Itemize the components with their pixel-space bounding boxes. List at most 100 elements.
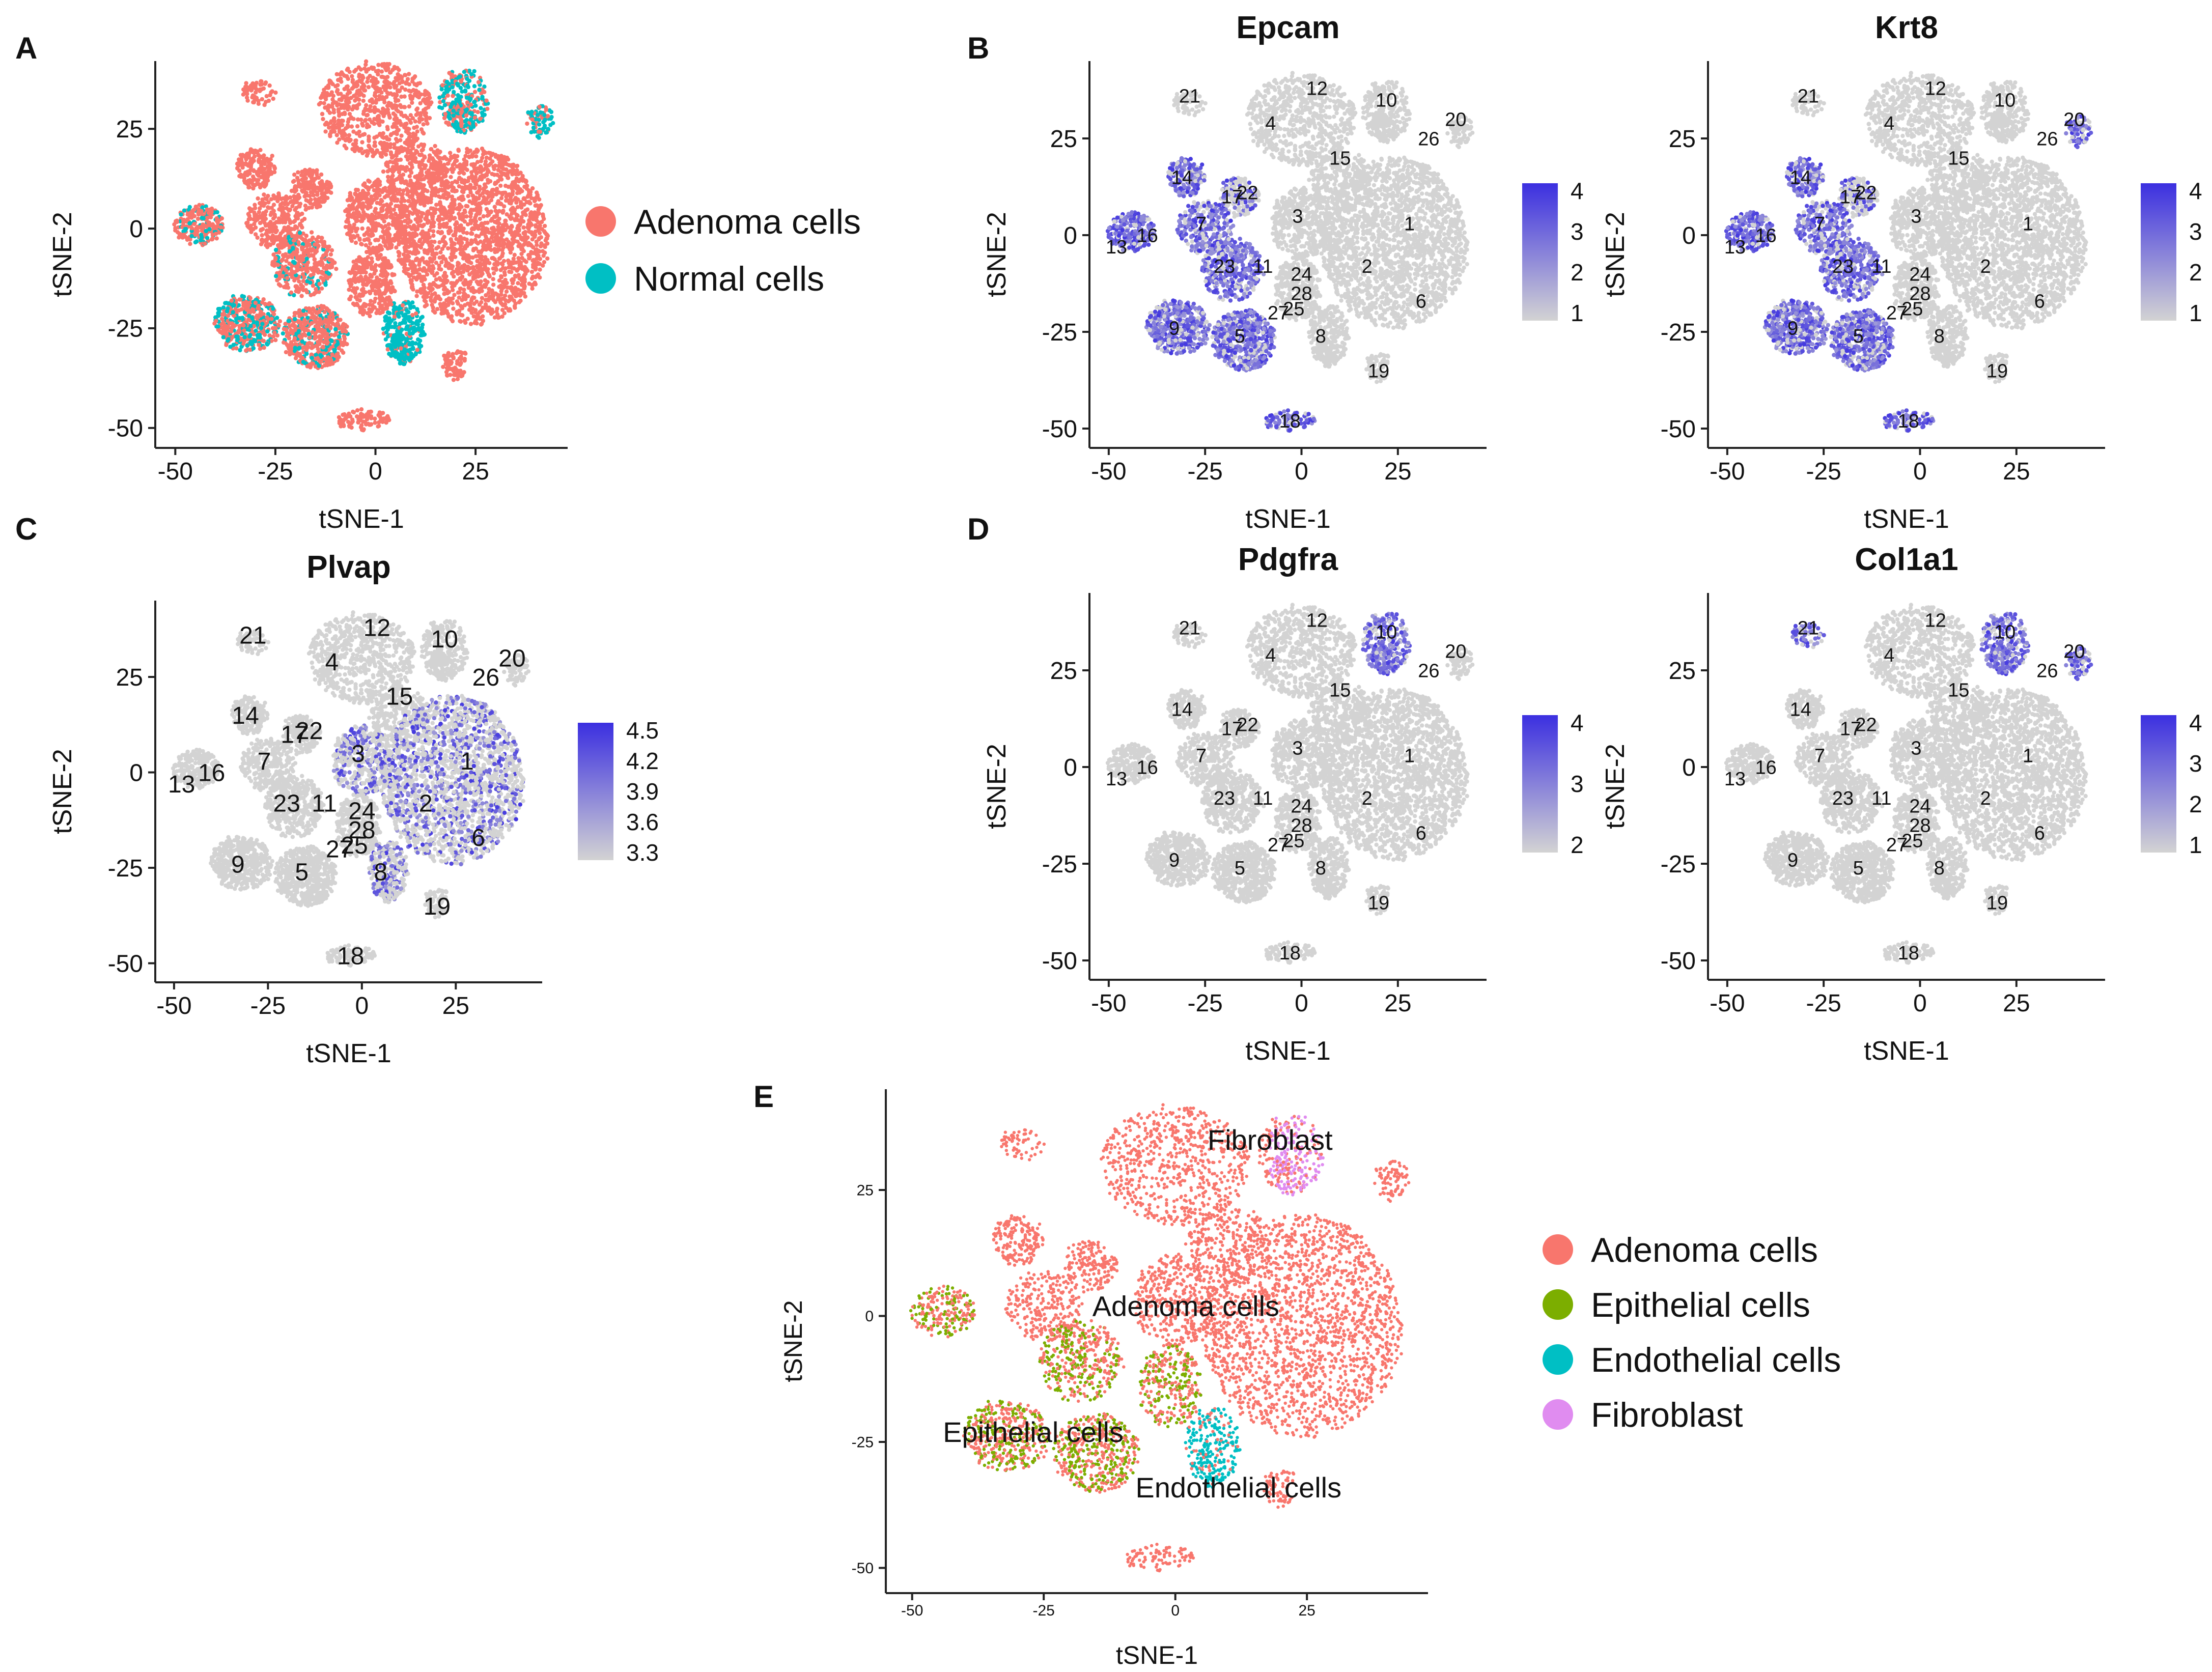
data-point bbox=[322, 88, 326, 92]
data-point bbox=[407, 131, 411, 135]
data-point bbox=[403, 73, 407, 77]
data-point bbox=[363, 118, 368, 122]
data-point bbox=[364, 103, 368, 107]
data-point bbox=[380, 120, 384, 124]
data-point bbox=[378, 141, 382, 145]
data-point bbox=[320, 112, 324, 116]
data-point bbox=[346, 107, 350, 111]
data-point bbox=[317, 102, 321, 106]
data-point bbox=[388, 86, 392, 90]
data-point bbox=[255, 81, 259, 85]
data-point bbox=[344, 99, 348, 103]
data-point bbox=[413, 82, 417, 86]
data-point bbox=[326, 105, 330, 109]
data-point bbox=[422, 122, 426, 126]
data-point bbox=[373, 105, 377, 109]
data-point bbox=[398, 81, 402, 85]
data-point bbox=[404, 122, 408, 126]
data-point bbox=[485, 107, 489, 111]
data-point bbox=[337, 114, 341, 118]
data-point bbox=[381, 84, 385, 89]
data-point bbox=[328, 80, 332, 84]
data-point bbox=[338, 98, 342, 102]
y-axis-label: tSNE-2 bbox=[48, 212, 77, 297]
data-point bbox=[255, 87, 259, 91]
data-point bbox=[273, 91, 277, 95]
data-point bbox=[406, 77, 410, 81]
data-point bbox=[373, 91, 377, 95]
data-point bbox=[350, 147, 354, 151]
data-point bbox=[332, 129, 337, 133]
data-point bbox=[332, 100, 337, 104]
data-point bbox=[380, 151, 384, 155]
data-point bbox=[350, 124, 354, 128]
data-point bbox=[393, 117, 397, 121]
data-point bbox=[352, 85, 356, 89]
data-point bbox=[391, 111, 396, 116]
data-point bbox=[363, 63, 368, 67]
data-point bbox=[367, 139, 371, 143]
data-point bbox=[422, 131, 426, 135]
data-point bbox=[473, 90, 477, 94]
data-point bbox=[328, 134, 332, 138]
panel-letter-A: A bbox=[15, 31, 37, 65]
data-point bbox=[328, 110, 332, 115]
y-tick-label: -50 bbox=[108, 415, 143, 442]
data-point bbox=[324, 97, 328, 101]
data-point bbox=[367, 67, 371, 71]
data-point bbox=[267, 99, 271, 103]
data-point bbox=[411, 88, 415, 92]
data-point bbox=[395, 93, 399, 97]
data-point bbox=[382, 135, 386, 139]
data-point bbox=[390, 93, 395, 97]
data-point bbox=[332, 110, 336, 115]
x-tick-label: 25 bbox=[462, 458, 489, 485]
data-point bbox=[351, 117, 355, 121]
data-point bbox=[395, 66, 399, 70]
data-point bbox=[353, 98, 357, 102]
data-point bbox=[422, 97, 426, 101]
data-point bbox=[407, 104, 411, 108]
data-point bbox=[402, 105, 406, 109]
data-point bbox=[341, 119, 345, 123]
data-point bbox=[410, 101, 414, 105]
data-point bbox=[355, 124, 359, 128]
data-point bbox=[389, 132, 393, 136]
data-point bbox=[387, 116, 391, 120]
data-point bbox=[413, 92, 417, 96]
data-point bbox=[385, 79, 389, 83]
data-point bbox=[381, 106, 385, 110]
data-point bbox=[374, 100, 378, 104]
data-point bbox=[419, 127, 424, 131]
data-point bbox=[375, 86, 379, 90]
data-point bbox=[363, 108, 367, 112]
data-point bbox=[251, 100, 255, 104]
data-point bbox=[373, 110, 377, 114]
data-point bbox=[373, 152, 377, 156]
data-point bbox=[343, 95, 347, 99]
data-point bbox=[373, 140, 377, 145]
data-point bbox=[376, 63, 380, 67]
data-point bbox=[338, 72, 342, 76]
data-point bbox=[355, 106, 359, 110]
data-point bbox=[413, 119, 417, 123]
data-point bbox=[327, 93, 331, 97]
data-point bbox=[361, 123, 365, 127]
data-point bbox=[414, 107, 418, 111]
data-point bbox=[399, 112, 403, 117]
data-point bbox=[389, 104, 393, 108]
data-point bbox=[269, 90, 273, 94]
data-point bbox=[399, 74, 403, 78]
data-point bbox=[375, 134, 379, 138]
data-point bbox=[367, 85, 371, 89]
data-point bbox=[267, 83, 271, 88]
data-point bbox=[406, 126, 410, 130]
data-point bbox=[353, 144, 357, 148]
data-point bbox=[355, 89, 359, 93]
data-point bbox=[342, 103, 346, 107]
data-point bbox=[350, 107, 354, 111]
data-point bbox=[423, 107, 427, 111]
data-point bbox=[394, 107, 398, 111]
data-point bbox=[403, 88, 407, 92]
data-point bbox=[367, 134, 371, 138]
